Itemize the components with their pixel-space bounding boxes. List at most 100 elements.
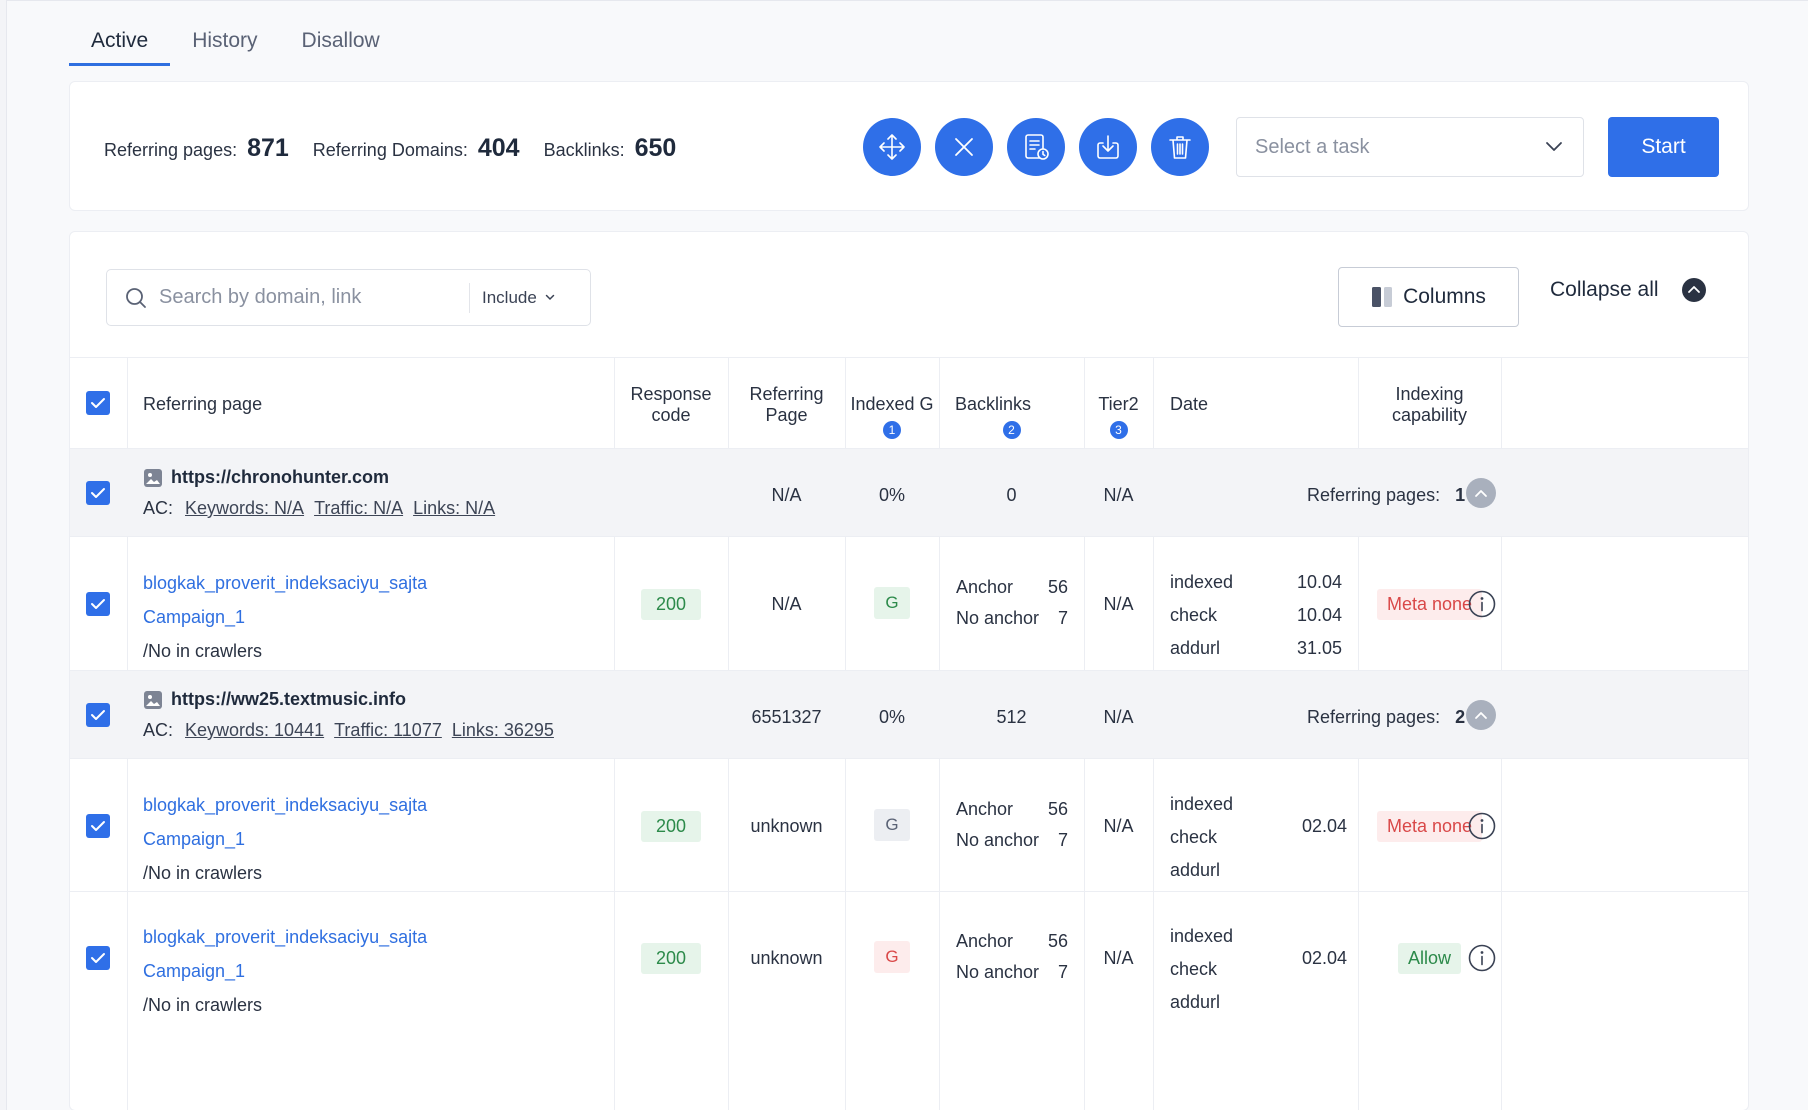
header-tier2-label: Tier2 bbox=[1098, 394, 1139, 414]
row-checkbox[interactable] bbox=[86, 814, 110, 838]
cancel-button[interactable] bbox=[935, 118, 993, 176]
referring-domains-label: Referring Domains: bbox=[312, 140, 468, 160]
date-label-indexed: indexed bbox=[1170, 926, 1234, 946]
keywords-link[interactable]: Keywords: N/A bbox=[185, 498, 305, 518]
header-referring-page[interactable]: Referring page bbox=[143, 394, 263, 414]
column-divider bbox=[845, 537, 846, 670]
anchor-label: Anchor bbox=[956, 931, 1014, 951]
domain-link[interactable]: https://chronohunter.com bbox=[171, 467, 389, 487]
crawler-status: /No in crawlers bbox=[143, 641, 263, 661]
header-tier2[interactable]: Tier2 3 bbox=[1084, 394, 1153, 439]
delete-button[interactable] bbox=[1151, 118, 1209, 176]
table-row: blogkak_proverit_indeksaciyu_sajta Campa… bbox=[70, 759, 1748, 892]
group-indexed-percent: 0% bbox=[878, 707, 905, 727]
referring-pages-label: Referring pages: bbox=[1307, 485, 1441, 505]
tab-active[interactable]: Active bbox=[69, 25, 171, 66]
info-icon[interactable] bbox=[1468, 812, 1496, 840]
no-anchor-count: 7 bbox=[1057, 962, 1068, 982]
date-label-addurl: addurl bbox=[1170, 638, 1221, 658]
page-link[interactable]: blogkak_proverit_indeksaciyu_sajta bbox=[143, 927, 428, 947]
summary-card: Referring pages: 871 Referring Domains: … bbox=[69, 81, 1749, 211]
ac-label: AC: bbox=[143, 720, 174, 740]
column-divider bbox=[1084, 358, 1085, 448]
column-divider bbox=[614, 358, 615, 448]
header-response-code-line1: Response bbox=[630, 384, 712, 404]
include-dropdown[interactable]: Include bbox=[469, 282, 555, 313]
header-date[interactable]: Date bbox=[1170, 394, 1209, 414]
keywords-link[interactable]: Keywords: 10441 bbox=[185, 720, 325, 740]
no-anchor-label: No anchor bbox=[956, 830, 1040, 850]
response-code-cell: 200 bbox=[614, 589, 728, 620]
column-divider bbox=[127, 892, 128, 1110]
ac-label: AC: bbox=[143, 498, 174, 518]
traffic-link[interactable]: Traffic: 11077 bbox=[334, 720, 442, 740]
header-indexing-capability[interactable]: Indexing capability bbox=[1358, 384, 1501, 426]
column-divider bbox=[1501, 358, 1502, 448]
row-checkbox[interactable] bbox=[86, 592, 110, 616]
referring-page-cell: blogkak_proverit_indeksaciyu_sajta Campa… bbox=[143, 920, 427, 1022]
report-button[interactable] bbox=[1007, 118, 1065, 176]
header-indexed-g-badge: 1 bbox=[883, 421, 901, 439]
capability-badge: Meta none bbox=[1376, 589, 1483, 620]
collapse-group-button[interactable] bbox=[1466, 478, 1496, 508]
chevron-up-icon bbox=[1475, 489, 1487, 497]
search-icon bbox=[126, 287, 146, 308]
campaign-link[interactable]: Campaign_1 bbox=[143, 607, 246, 627]
column-divider bbox=[1153, 537, 1154, 670]
backlinks-value: 650 bbox=[634, 134, 677, 162]
header-response-code[interactable]: Response code bbox=[614, 384, 728, 426]
referring-domains-value: 404 bbox=[477, 134, 520, 162]
domain-info: https://ww25.textmusic.info AC: Keywords… bbox=[143, 689, 564, 741]
indexed-g-cell: G bbox=[845, 809, 939, 841]
links-link[interactable]: Links: 36295 bbox=[451, 720, 554, 740]
collapse-group-button[interactable] bbox=[1466, 700, 1496, 730]
columns-icon bbox=[1372, 287, 1393, 307]
info-icon[interactable] bbox=[1468, 590, 1496, 618]
download-button[interactable] bbox=[1079, 118, 1137, 176]
close-icon bbox=[955, 138, 973, 156]
checkmark-icon bbox=[91, 599, 105, 609]
start-button[interactable]: Start bbox=[1608, 117, 1719, 177]
checkmark-icon bbox=[91, 953, 105, 963]
group-referring-page: N/A bbox=[771, 485, 802, 505]
domain-info: https://chronohunter.com AC: Keywords: N… bbox=[143, 467, 505, 519]
collapse-all-button[interactable]: Collapse all bbox=[1550, 277, 1707, 303]
header-indexed-g-label: Indexed G bbox=[850, 394, 934, 414]
column-divider bbox=[127, 537, 128, 670]
row-checkbox[interactable] bbox=[86, 703, 110, 727]
column-divider bbox=[1358, 759, 1359, 891]
row-checkbox[interactable] bbox=[86, 481, 110, 505]
traffic-link[interactable]: Traffic: N/A bbox=[314, 498, 404, 518]
column-divider bbox=[728, 759, 729, 891]
campaign-link[interactable]: Campaign_1 bbox=[143, 961, 246, 981]
anchor-count: 56 bbox=[1047, 799, 1068, 819]
date-cell: indexed 10.04 check 10.04 addurl 31.05 bbox=[1170, 566, 1342, 665]
row-checkbox[interactable] bbox=[86, 946, 110, 970]
columns-button[interactable]: Columns bbox=[1338, 267, 1519, 327]
date-label-addurl: addurl bbox=[1170, 860, 1221, 880]
campaign-link[interactable]: Campaign_1 bbox=[143, 829, 246, 849]
search-input[interactable] bbox=[159, 286, 469, 309]
header-referring-page-count[interactable]: Referring Page bbox=[728, 384, 845, 426]
domain-link[interactable]: https://ww25.textmusic.info bbox=[171, 689, 407, 709]
tab-history[interactable]: History bbox=[192, 29, 258, 52]
links-link[interactable]: Links: N/A bbox=[413, 498, 496, 518]
tab-disallow[interactable]: Disallow bbox=[301, 29, 380, 52]
select-all-checkbox[interactable] bbox=[86, 391, 110, 415]
task-select[interactable]: Select a task bbox=[1236, 117, 1584, 177]
report-icon bbox=[1025, 134, 1049, 160]
column-divider bbox=[939, 358, 940, 448]
page-link[interactable]: blogkak_proverit_indeksaciyu_sajta bbox=[143, 795, 428, 815]
group-referring-pages: Referring pages: 2 bbox=[1307, 707, 1465, 728]
column-divider bbox=[1084, 892, 1085, 1110]
backlinks-cell: Anchor 56 No anchor 7 bbox=[956, 931, 1068, 983]
move-button[interactable] bbox=[863, 118, 921, 176]
column-divider bbox=[1358, 892, 1359, 1110]
columns-label: Columns bbox=[1403, 285, 1486, 308]
info-icon[interactable] bbox=[1468, 944, 1496, 972]
header-backlinks[interactable]: Backlinks 2 bbox=[939, 394, 1084, 439]
header-indexed-g[interactable]: Indexed G 1 bbox=[845, 394, 939, 439]
page-link[interactable]: blogkak_proverit_indeksaciyu_sajta bbox=[143, 573, 428, 593]
column-divider bbox=[939, 537, 940, 670]
column-divider bbox=[614, 892, 615, 1110]
